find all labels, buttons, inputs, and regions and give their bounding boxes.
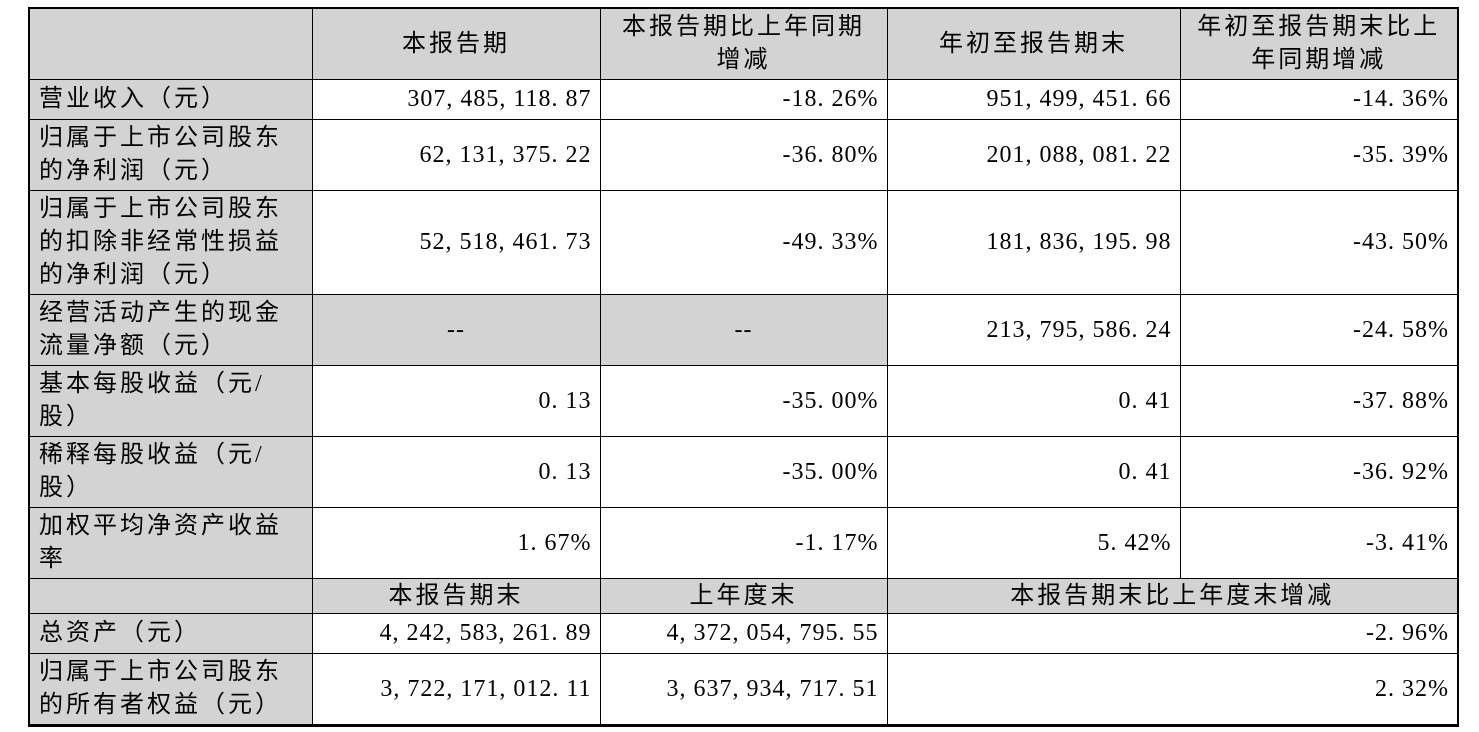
table-row: 营业收入（元） 307, 485, 118. 87 -18. 26% 951, … [28, 79, 1459, 120]
corner-header-cell [28, 7, 313, 80]
row-label: 归属于上市公司股东 的净利润（元） [28, 119, 313, 191]
table-row: 经营活动产生的现金 流量净额（元） -- -- 213, 795, 586. 2… [28, 294, 1459, 366]
col-header-current-period-change: 本报告期比上年同期 增减 [599, 7, 888, 80]
value-cell: -35. 00% [599, 436, 888, 508]
value-cell: 1. 67% [311, 507, 601, 579]
value-cell: 181, 836, 195. 98 [886, 190, 1181, 295]
value-cell: 0. 41 [886, 365, 1181, 437]
row-label: 稀释每股收益（元/ 股） [28, 436, 313, 508]
value-cell: 0. 13 [311, 436, 601, 508]
value-cell: 2. 32% [886, 653, 1459, 726]
value-cell: -43. 50% [1179, 190, 1459, 295]
value-cell: -36. 92% [1179, 436, 1459, 508]
table-row: 加权平均净资产收益 率 1. 67% -1. 17% 5. 42% -3. 41… [28, 507, 1459, 579]
table-row: 归属于上市公司股东 的扣除非经常性损益 的净利润（元） 52, 518, 461… [28, 190, 1459, 295]
value-cell: -14. 36% [1179, 79, 1459, 120]
corner-header-cell [28, 578, 313, 614]
col-header-period-end: 本报告期末 [311, 578, 601, 614]
value-cell: 201, 088, 081. 22 [886, 119, 1181, 191]
value-cell: -24. 58% [1179, 294, 1459, 366]
row-label: 加权平均净资产收益 率 [28, 507, 313, 579]
col-header-year-to-date: 年初至报告期末 [886, 7, 1181, 80]
value-cell: -2. 96% [886, 613, 1459, 654]
table-row: 基本每股收益（元/ 股） 0. 13 -35. 00% 0. 41 -37. 8… [28, 365, 1459, 437]
row-label: 归属于上市公司股东 的所有者权益（元） [28, 653, 313, 726]
value-cell: 5. 42% [886, 507, 1181, 579]
value-cell: 213, 795, 586. 24 [886, 294, 1181, 366]
value-cell: -3. 41% [1179, 507, 1459, 579]
table-row: 总资产（元） 4, 242, 583, 261. 89 4, 372, 054,… [28, 613, 1459, 654]
row-label: 经营活动产生的现金 流量净额（元） [28, 294, 313, 366]
table-row: 归属于上市公司股东 的净利润（元） 62, 131, 375. 22 -36. … [28, 119, 1459, 191]
col-header-current-period: 本报告期 [311, 7, 601, 80]
value-cell: -49. 33% [599, 190, 888, 295]
value-cell-na: -- [599, 294, 888, 366]
table-row: 归属于上市公司股东 的所有者权益（元） 3, 722, 171, 012. 11… [28, 653, 1459, 726]
row-label: 总资产（元） [28, 613, 313, 654]
value-cell: -37. 88% [1179, 365, 1459, 437]
value-cell: 0. 41 [886, 436, 1181, 508]
col-header-prev-year-end: 上年度末 [599, 578, 888, 614]
value-cell: 52, 518, 461. 73 [311, 190, 601, 295]
value-cell: 4, 372, 054, 795. 55 [599, 613, 888, 654]
value-cell: -35. 00% [599, 365, 888, 437]
row-label: 营业收入（元） [28, 79, 313, 120]
value-cell: 307, 485, 118. 87 [311, 79, 601, 120]
value-cell: -35. 39% [1179, 119, 1459, 191]
value-cell-na: -- [311, 294, 601, 366]
secondary-header-row: 本报告期末 上年度末 本报告期末比上年度末增减 [28, 578, 1459, 614]
value-cell: -18. 26% [599, 79, 888, 120]
main-header-row: 本报告期 本报告期比上年同期 增减 年初至报告期末 年初至报告期末比上 年同期增… [28, 7, 1459, 80]
value-cell: 62, 131, 375. 22 [311, 119, 601, 191]
row-label: 基本每股收益（元/ 股） [28, 365, 313, 437]
value-cell: 4, 242, 583, 261. 89 [311, 613, 601, 654]
value-cell: 951, 499, 451. 66 [886, 79, 1181, 120]
value-cell: 3, 637, 934, 717. 51 [599, 653, 888, 726]
row-label: 归属于上市公司股东 的扣除非经常性损益 的净利润（元） [28, 190, 313, 295]
table-row: 稀释每股收益（元/ 股） 0. 13 -35. 00% 0. 41 -36. 9… [28, 436, 1459, 508]
value-cell: -36. 80% [599, 119, 888, 191]
value-cell: -1. 17% [599, 507, 888, 579]
value-cell: 3, 722, 171, 012. 11 [311, 653, 601, 726]
financial-summary-table: 本报告期 本报告期比上年同期 增减 年初至报告期末 年初至报告期末比上 年同期增… [28, 7, 1459, 727]
value-cell: 0. 13 [311, 365, 601, 437]
col-header-period-end-change: 本报告期末比上年度末增减 [886, 578, 1459, 614]
col-header-year-to-date-change: 年初至报告期末比上 年同期增减 [1179, 7, 1459, 80]
